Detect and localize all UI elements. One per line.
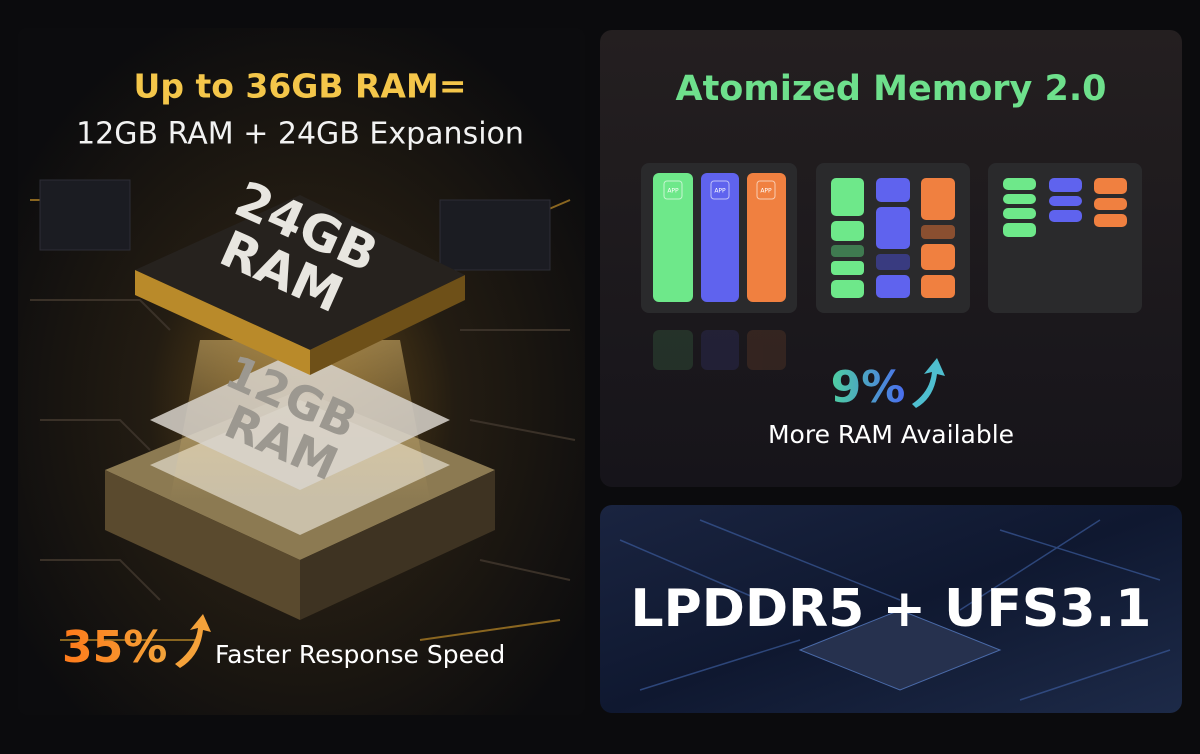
panel-title: LPDDR5 + UFS3.1 — [631, 579, 1152, 639]
top-chip — [135, 195, 465, 350]
board-chip — [439, 199, 551, 271]
reflection — [653, 330, 786, 370]
up-arrow — [912, 358, 945, 408]
up-arrow — [175, 614, 211, 668]
stat: 35% — [62, 622, 167, 673]
app-label: APP — [760, 188, 772, 195]
memory-bar — [701, 173, 739, 302]
top-chip-side — [135, 270, 310, 375]
circuit-lines — [619, 519, 1171, 701]
base-chip-side — [105, 470, 300, 620]
right-bottom-panel — [600, 505, 1182, 713]
stat-caption: More RAM Available — [768, 420, 1014, 449]
memory-bar — [747, 173, 786, 302]
headline: Up to 36GB RAM= — [134, 67, 467, 106]
storage-chip — [798, 609, 1002, 691]
stat-caption: Faster Response Speed — [215, 640, 505, 669]
board-chip — [39, 179, 131, 251]
memory-blocks — [1003, 178, 1127, 237]
app-label: APP — [714, 188, 726, 195]
base-chip-side — [300, 470, 495, 620]
app-icon — [663, 180, 683, 200]
panel-title: Atomized Memory 2.0 — [675, 69, 1106, 109]
app-label: APP — [667, 188, 679, 195]
middle-chip — [150, 350, 450, 490]
top-chip-side — [310, 275, 465, 375]
subheadline: 12GB RAM + 24GB Expansion — [76, 117, 524, 152]
app-icon — [710, 180, 730, 200]
memory-bar — [653, 173, 693, 302]
memory-blocks — [831, 178, 955, 298]
app-icon — [756, 180, 776, 200]
stat: 9% — [831, 362, 906, 413]
